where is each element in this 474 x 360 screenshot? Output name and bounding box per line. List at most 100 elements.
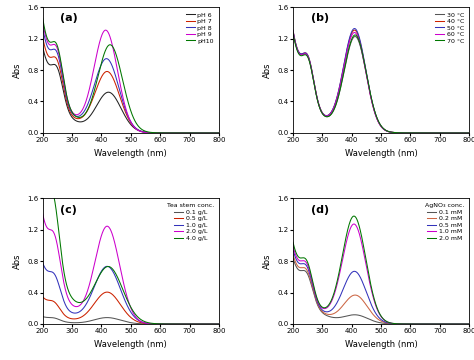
- 70 °C: [430, 131, 436, 135]
- 1.0 mM: [301, 258, 307, 263]
- pH 9: [98, 36, 104, 40]
- pH 8: [73, 114, 78, 118]
- 4.0 g/L: [180, 322, 186, 326]
- 0.5 mM: [466, 322, 472, 326]
- 60 °C: [301, 52, 307, 56]
- 2.0 g/L: [180, 322, 186, 326]
- pH 7: [40, 35, 46, 39]
- 1.0 mM: [351, 222, 356, 226]
- X-axis label: Wavelength (nm): Wavelength (nm): [345, 149, 418, 158]
- pH 7: [51, 55, 57, 59]
- Line: 2.0 mM: 2.0 mM: [293, 216, 469, 324]
- 0.5 mM: [461, 322, 466, 326]
- 1.0 g/L: [73, 311, 78, 315]
- Y-axis label: Abs: Abs: [263, 62, 272, 78]
- Y-axis label: Abs: Abs: [13, 62, 22, 78]
- 50 °C: [461, 131, 467, 135]
- pH 6: [216, 131, 222, 135]
- pH 8: [204, 131, 210, 135]
- Line: pH 6: pH 6: [43, 47, 219, 133]
- 4.0 g/L: [73, 299, 78, 303]
- 2.0 g/L: [210, 322, 216, 326]
- 0.1 mM: [455, 322, 460, 326]
- pH 6: [98, 96, 104, 101]
- 0.2 mM: [290, 252, 296, 256]
- 2.0 mM: [290, 240, 296, 244]
- Line: pH 8: pH 8: [43, 27, 219, 133]
- 1.0 g/L: [180, 322, 186, 326]
- pH 6: [40, 45, 46, 49]
- 2.0 mM: [351, 214, 356, 218]
- 2.0 g/L: [40, 211, 46, 216]
- pH 9: [216, 131, 222, 135]
- 1.0 g/L: [98, 270, 104, 274]
- 2.0 mM: [301, 256, 307, 260]
- 2.0 mM: [461, 322, 467, 326]
- 0.5 g/L: [216, 322, 222, 326]
- 40 °C: [348, 32, 354, 37]
- Legend: 0.1 g/L, 0.5 g/L, 1.0 g/L, 2.0 g/L, 4.0 g/L: 0.1 g/L, 0.5 g/L, 1.0 g/L, 2.0 g/L, 4.0 …: [165, 201, 216, 243]
- Text: (b): (b): [310, 13, 329, 23]
- Line: 1.0 g/L: 1.0 g/L: [43, 263, 219, 324]
- 0.2 mM: [323, 312, 329, 316]
- 30 °C: [323, 114, 329, 119]
- 0.2 mM: [461, 322, 466, 326]
- Legend: 30 °C, 40 °C, 50 °C, 60 °C, 70 °C: 30 °C, 40 °C, 50 °C, 60 °C, 70 °C: [433, 10, 466, 46]
- pH 9: [210, 131, 216, 135]
- 0.1 g/L: [210, 322, 216, 326]
- pH 9: [180, 131, 186, 135]
- 0.1 mM: [348, 313, 354, 317]
- 0.2 mM: [466, 322, 472, 326]
- pH 6: [204, 131, 210, 135]
- pH 6: [210, 131, 216, 135]
- Text: (a): (a): [60, 13, 78, 23]
- 0.5 mM: [290, 247, 296, 252]
- Text: (d): (d): [310, 204, 329, 215]
- pH 9: [40, 19, 46, 24]
- 2.0 g/L: [216, 322, 222, 326]
- 60 °C: [461, 131, 466, 135]
- 50 °C: [352, 26, 357, 31]
- 4.0 g/L: [40, 194, 46, 199]
- 40 °C: [290, 28, 296, 32]
- 70 °C: [461, 131, 466, 135]
- 60 °C: [430, 131, 436, 135]
- 70 °C: [301, 53, 307, 57]
- 40 °C: [455, 131, 461, 135]
- pH 9: [73, 112, 78, 117]
- 50 °C: [455, 131, 461, 135]
- 50 °C: [466, 131, 472, 135]
- Line: 50 °C: 50 °C: [293, 28, 469, 133]
- 60 °C: [348, 35, 354, 39]
- 2.0 mM: [455, 322, 461, 326]
- pH10: [40, 16, 46, 20]
- 4.0 g/L: [204, 322, 210, 326]
- 30 °C: [348, 40, 354, 44]
- 0.5 mM: [301, 262, 307, 266]
- pH 7: [210, 131, 216, 135]
- 1.0 mM: [466, 322, 472, 326]
- 1.0 g/L: [51, 271, 57, 275]
- 0.2 mM: [430, 322, 436, 326]
- 1.0 mM: [348, 225, 354, 229]
- Y-axis label: Abs: Abs: [263, 253, 272, 269]
- Line: 60 °C: 60 °C: [293, 31, 469, 133]
- 0.1 mM: [430, 322, 436, 326]
- 0.2 mM: [348, 294, 354, 299]
- 0.5 g/L: [73, 317, 78, 321]
- pH10: [210, 131, 216, 135]
- pH10: [98, 63, 104, 67]
- 0.5 g/L: [211, 322, 217, 326]
- Line: 0.1 g/L: 0.1 g/L: [43, 316, 219, 324]
- 30 °C: [430, 131, 436, 135]
- Line: 40 °C: 40 °C: [293, 30, 469, 133]
- pH 6: [180, 131, 186, 135]
- 0.2 mM: [301, 265, 307, 270]
- 40 °C: [323, 113, 329, 118]
- 50 °C: [323, 113, 329, 118]
- 0.5 g/L: [205, 322, 210, 326]
- 1.0 g/L: [210, 322, 216, 326]
- 0.1 mM: [323, 313, 329, 317]
- X-axis label: Wavelength (nm): Wavelength (nm): [345, 340, 418, 349]
- Line: 1.0 mM: 1.0 mM: [293, 224, 469, 324]
